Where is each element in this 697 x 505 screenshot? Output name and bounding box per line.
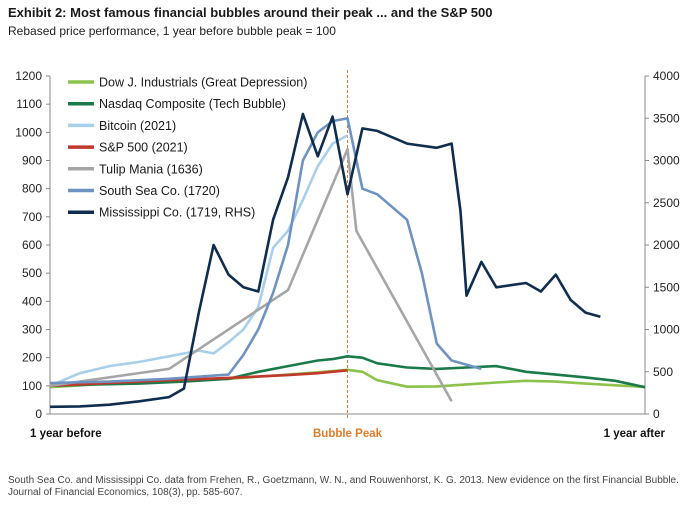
line-chart: 0 100 200 300 400 500 600 700 800 900 1000 1100 1200…: [15, 69, 680, 440]
y2-tick-label: 4000: [653, 69, 680, 83]
y-tick-label: 300: [22, 323, 42, 337]
y2-tick-label: 500: [653, 365, 673, 379]
y2-tick-label: 2000: [653, 238, 680, 252]
y-tick-label: 1000: [15, 125, 42, 139]
legend-label-2: Bitcoin (2021): [99, 119, 176, 133]
legend-label-5: South Sea Co. (1720): [99, 184, 220, 198]
source-note: South Sea Co. and Mississippi Co. data f…: [8, 475, 679, 498]
y-tick-label: 900: [22, 154, 42, 168]
x-label-end: 1 year after: [604, 428, 666, 440]
legend-label-0: Dow J. Industrials (Great Depression): [99, 76, 307, 90]
y-tick-label: 1100: [16, 97, 42, 111]
legend-label-3: S&P 500 (2021): [99, 141, 188, 155]
legend-label-1: Nasdaq Composite (Tech Bubble): [99, 97, 286, 111]
y-tick-label: 1200: [15, 69, 42, 83]
y2-tick-label: 1500: [653, 280, 680, 294]
y2-tick-label: 0: [653, 407, 660, 421]
y-tick-label: 600: [22, 238, 42, 252]
series-line-2: [49, 134, 349, 387]
y-tick-label: 500: [22, 266, 42, 280]
series-line-3: [49, 369, 348, 388]
series-lines: [49, 112, 646, 409]
legend-label-6: Mississippi Co. (1719, RHS): [99, 206, 255, 220]
y2-tick-label: 2500: [653, 196, 680, 210]
y2-tick-label: 3500: [653, 111, 680, 125]
series-line-4: [49, 147, 453, 402]
y-tick-label: 400: [22, 294, 42, 308]
chart-title: Exhibit 2: Most famous financial bubbles…: [8, 5, 493, 20]
y2-tick-label: 1000: [653, 323, 680, 337]
legend-label-4: Tulip Mania (1636): [99, 162, 203, 176]
series-line-6: [49, 112, 601, 409]
y-tick-label: 200: [22, 351, 42, 365]
y-tick-label: 700: [22, 210, 42, 224]
x-axis-labels: 1 year before Bubble Peak 1 year after: [30, 428, 666, 440]
y2-tick-label: 3000: [653, 154, 680, 168]
x-label-start: 1 year before: [30, 428, 102, 440]
legend: Dow J. Industrials (Great Depression) Nas…: [68, 76, 307, 220]
axes: 0 100 200 300 400 500 600 700 800 900 1000 1100 1200…: [15, 69, 680, 421]
series-line-1: [49, 355, 646, 389]
series-line-5: [49, 117, 482, 385]
y-tick-label: 800: [22, 182, 42, 196]
chart-subtitle: Rebased price performance, 1 year before…: [8, 24, 336, 38]
y-tick-label: 0: [35, 407, 42, 421]
x-label-peak: Bubble Peak: [313, 428, 383, 440]
y-tick-label: 100: [22, 379, 42, 393]
